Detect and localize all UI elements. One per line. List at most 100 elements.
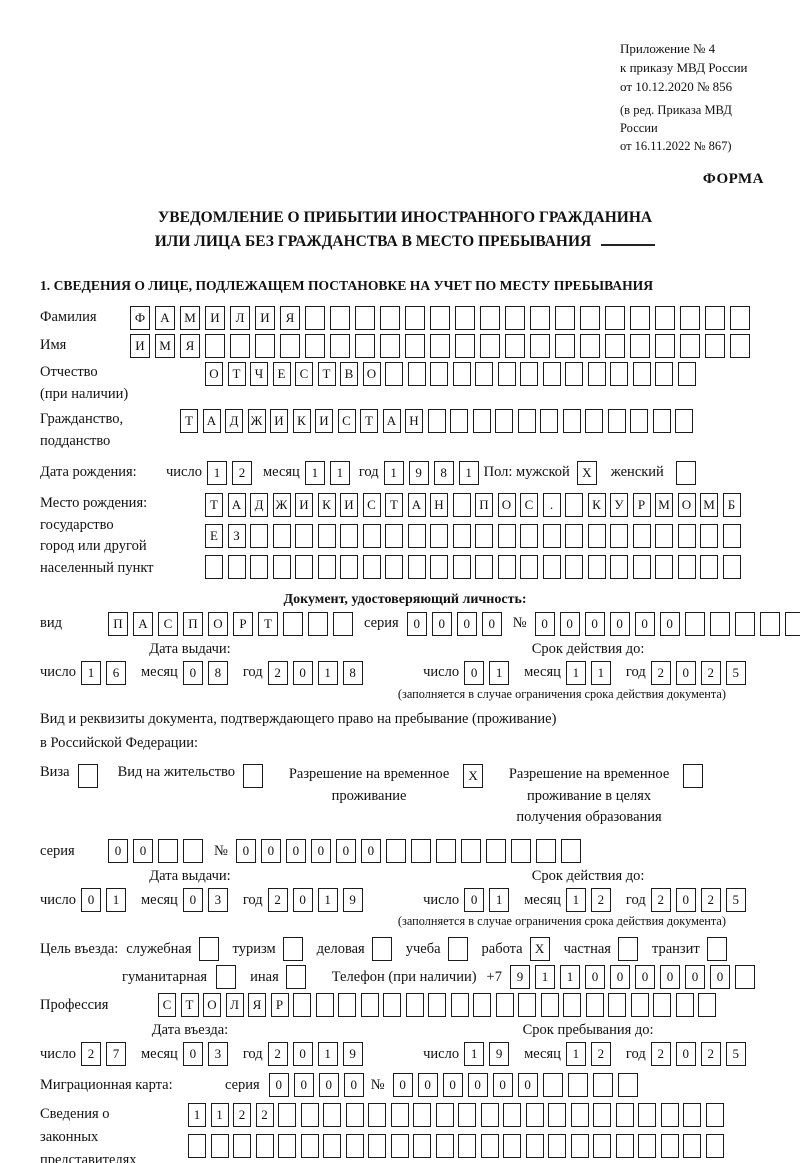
- form-cell[interactable]: [295, 523, 313, 548]
- form-cell[interactable]: [450, 409, 468, 434]
- form-cell[interactable]: М: [180, 305, 200, 330]
- form-cell[interactable]: 0: [634, 965, 655, 990]
- form-cell[interactable]: П: [108, 611, 128, 636]
- form-cell[interactable]: [458, 1134, 476, 1159]
- sex-male-checkbox[interactable]: X: [576, 460, 597, 485]
- form-cell[interactable]: 0: [464, 660, 485, 685]
- form-cell[interactable]: [734, 611, 755, 636]
- form-cell[interactable]: Я: [280, 305, 300, 330]
- form-cell[interactable]: [655, 523, 673, 548]
- form-cell[interactable]: [705, 1103, 724, 1128]
- form-cell[interactable]: П: [475, 492, 493, 517]
- form-cell[interactable]: 2: [590, 888, 611, 913]
- form-cell[interactable]: [660, 1134, 679, 1159]
- form-cell[interactable]: [315, 993, 334, 1018]
- form-cell[interactable]: [405, 993, 424, 1018]
- form-cell[interactable]: 0: [310, 839, 331, 864]
- form-cell[interactable]: Н: [405, 409, 423, 434]
- form-cell[interactable]: 5: [725, 1042, 746, 1067]
- form-cell[interactable]: [323, 1103, 341, 1128]
- form-cell[interactable]: 0: [584, 611, 605, 636]
- form-cell[interactable]: 0: [517, 1073, 538, 1098]
- form-cell[interactable]: 1: [317, 1042, 338, 1067]
- form-cell[interactable]: [497, 554, 516, 579]
- form-cell[interactable]: [518, 993, 536, 1018]
- form-cell[interactable]: Т: [205, 492, 223, 517]
- form-cell[interactable]: [497, 523, 516, 548]
- form-cell[interactable]: [495, 993, 514, 1018]
- form-cell[interactable]: А: [382, 409, 401, 434]
- form-cell[interactable]: С: [337, 409, 356, 434]
- form-cell[interactable]: Е: [272, 361, 291, 386]
- form-cell[interactable]: [452, 523, 471, 548]
- form-cell[interactable]: [555, 333, 575, 358]
- form-cell[interactable]: 8: [433, 460, 454, 485]
- form-cell[interactable]: [430, 305, 450, 330]
- form-cell[interactable]: [630, 409, 648, 434]
- form-cell[interactable]: С: [158, 611, 178, 636]
- purpose-tourism-checkbox[interactable]: [282, 937, 303, 962]
- form-cell[interactable]: [580, 305, 600, 330]
- form-cell[interactable]: [683, 1103, 701, 1128]
- form-cell[interactable]: 2: [650, 1042, 671, 1067]
- form-cell[interactable]: [610, 554, 628, 579]
- form-cell[interactable]: 9: [342, 1042, 363, 1067]
- form-cell[interactable]: 2: [267, 888, 288, 913]
- form-cell[interactable]: [250, 554, 268, 579]
- form-cell[interactable]: 0: [464, 888, 485, 913]
- form-cell[interactable]: [705, 1134, 724, 1159]
- form-cell[interactable]: [458, 1103, 476, 1128]
- form-cell[interactable]: Я: [248, 993, 266, 1018]
- form-cell[interactable]: [542, 554, 561, 579]
- form-cell[interactable]: 0: [709, 965, 730, 990]
- form-cell[interactable]: 1: [105, 888, 126, 913]
- form-cell[interactable]: 9: [408, 460, 429, 485]
- form-cell[interactable]: [705, 305, 725, 330]
- form-cell[interactable]: 0: [609, 611, 630, 636]
- form-cell[interactable]: [638, 1134, 656, 1159]
- form-cell[interactable]: [385, 361, 403, 386]
- form-cell[interactable]: 0: [559, 611, 580, 636]
- form-cell[interactable]: [300, 1103, 319, 1128]
- form-cell[interactable]: 0: [456, 611, 477, 636]
- form-cell[interactable]: [362, 554, 381, 579]
- form-cell[interactable]: [734, 965, 755, 990]
- form-cell[interactable]: О: [208, 611, 228, 636]
- form-cell[interactable]: [278, 1103, 296, 1128]
- form-cell[interactable]: [407, 361, 426, 386]
- form-cell[interactable]: М: [155, 333, 175, 358]
- form-cell[interactable]: [255, 333, 275, 358]
- form-cell[interactable]: [565, 523, 583, 548]
- form-cell[interactable]: С: [520, 492, 538, 517]
- form-cell[interactable]: 0: [584, 965, 605, 990]
- form-cell[interactable]: Д: [250, 492, 268, 517]
- form-cell[interactable]: [413, 1134, 431, 1159]
- form-cell[interactable]: .: [542, 492, 561, 517]
- form-cell[interactable]: 1: [565, 1042, 586, 1067]
- form-cell[interactable]: [430, 333, 450, 358]
- form-cell[interactable]: Т: [258, 611, 278, 636]
- form-cell[interactable]: [585, 993, 604, 1018]
- form-cell[interactable]: 1: [206, 460, 227, 485]
- form-cell[interactable]: [567, 1073, 588, 1098]
- form-cell[interactable]: [250, 523, 268, 548]
- form-cell[interactable]: 0: [609, 965, 630, 990]
- form-cell[interactable]: 0: [335, 839, 356, 864]
- form-cell[interactable]: Е: [205, 523, 223, 548]
- form-cell[interactable]: С: [362, 492, 381, 517]
- form-cell[interactable]: [410, 839, 431, 864]
- form-cell[interactable]: [413, 1103, 431, 1128]
- purpose-private-checkbox[interactable]: [617, 937, 638, 962]
- form-cell[interactable]: 0: [534, 611, 555, 636]
- form-cell[interactable]: [308, 611, 328, 636]
- form-cell[interactable]: [632, 523, 651, 548]
- form-cell[interactable]: [368, 1134, 386, 1159]
- form-cell[interactable]: [565, 554, 583, 579]
- form-cell[interactable]: [435, 1103, 454, 1128]
- form-cell[interactable]: [592, 1073, 613, 1098]
- form-cell[interactable]: 0: [292, 888, 313, 913]
- form-cell[interactable]: [452, 492, 471, 517]
- form-cell[interactable]: [542, 1073, 563, 1098]
- form-cell[interactable]: [293, 993, 311, 1018]
- form-cell[interactable]: [722, 554, 741, 579]
